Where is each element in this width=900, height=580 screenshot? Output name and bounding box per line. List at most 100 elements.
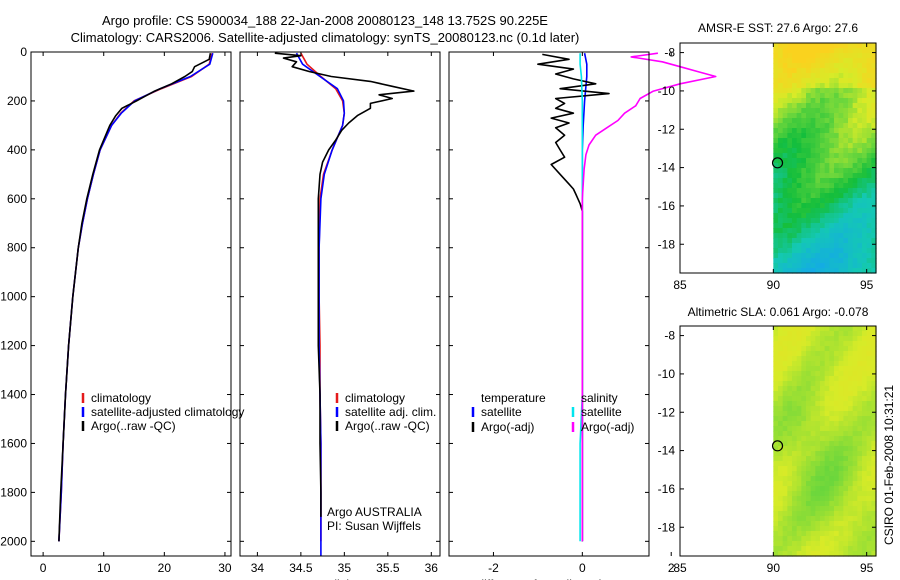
map-cell: [773, 326, 779, 332]
map-cell: [843, 416, 849, 422]
map-cell: [796, 253, 802, 259]
map-cell: [871, 63, 877, 69]
map-cell: [838, 516, 844, 522]
map-cell: [815, 371, 821, 377]
map-cell: [773, 103, 779, 109]
map-cell: [782, 551, 788, 557]
map-cell: [866, 531, 872, 537]
map-cell: [848, 88, 854, 94]
map-cell: [866, 331, 872, 337]
map-cell: [871, 506, 877, 512]
map-cell: [778, 188, 784, 194]
map-cell: [843, 73, 849, 79]
map-cell: [801, 551, 807, 557]
map-cell: [857, 491, 863, 497]
map-cell: [782, 336, 788, 342]
map-cell: [852, 426, 858, 432]
map-cell: [834, 466, 840, 472]
map-cell: [843, 426, 849, 432]
map-cell: [787, 526, 793, 532]
map-cell: [792, 381, 798, 387]
y-tick-label: 600: [7, 192, 27, 206]
map-cell: [778, 153, 784, 159]
map-cell: [787, 253, 793, 259]
map-cell: [782, 526, 788, 532]
map-cell: [792, 173, 798, 179]
map-cell: [820, 198, 826, 204]
map-cell: [843, 336, 849, 342]
map-cell: [848, 218, 854, 224]
map-cell: [862, 541, 868, 547]
map-cell: [848, 361, 854, 367]
map-cell: [866, 436, 872, 442]
map-cell: [834, 153, 840, 159]
map-cell: [848, 158, 854, 164]
map-cell: [810, 183, 816, 189]
map-cell: [838, 188, 844, 194]
map-cell: [824, 168, 830, 174]
map-cell: [824, 78, 830, 84]
map-cell: [820, 103, 826, 109]
map-cell: [824, 83, 830, 89]
map-cell: [820, 336, 826, 342]
map-cell: [773, 108, 779, 114]
map-cell: [834, 451, 840, 457]
map-cell: [852, 128, 858, 134]
map-cell: [862, 346, 868, 352]
map-cell: [815, 218, 821, 224]
map-cell: [862, 58, 868, 64]
map-cell: [782, 386, 788, 392]
map-cell: [866, 351, 872, 357]
map-cell: [857, 178, 863, 184]
map-cell: [824, 496, 830, 502]
map-cell: [838, 163, 844, 169]
map-cell: [773, 436, 779, 442]
map-cell: [810, 248, 816, 254]
map-cell: [848, 346, 854, 352]
map-cell: [801, 48, 807, 54]
map-cell: [852, 218, 858, 224]
map-cell: [773, 98, 779, 104]
map-cell: [806, 361, 812, 367]
map-cell: [773, 376, 779, 382]
map-cell: [824, 238, 830, 244]
map-cell: [848, 506, 854, 512]
map-cell: [866, 431, 872, 437]
map-cell: [852, 253, 858, 259]
map-cell: [810, 486, 816, 492]
map-cell: [834, 233, 840, 239]
map-cell: [871, 521, 877, 527]
map-cell: [820, 526, 826, 532]
map-cell: [871, 496, 877, 502]
map-cell: [782, 168, 788, 174]
y-tick-label: 2000: [0, 534, 27, 548]
map-cell: [848, 83, 854, 89]
map-cell: [796, 546, 802, 552]
map-cell: [866, 68, 872, 74]
map-cell: [792, 233, 798, 239]
map-cell: [773, 133, 779, 139]
map-cell: [778, 223, 784, 229]
map-cell: [792, 58, 798, 64]
map-cell: [792, 228, 798, 234]
map-cell: [782, 148, 788, 154]
map-cell: [801, 516, 807, 522]
map-cell: [824, 123, 830, 129]
map-cell: [815, 78, 821, 84]
map-cell: [843, 98, 849, 104]
map-cell: [796, 436, 802, 442]
map-cell: [782, 123, 788, 129]
map-cell: [862, 108, 868, 114]
map-cell: [857, 396, 863, 402]
map-cell: [871, 466, 877, 472]
map-cell: [838, 133, 844, 139]
map-cell: [782, 53, 788, 59]
map-cell: [787, 331, 793, 337]
map-cell: [806, 546, 812, 552]
map-cell: [857, 138, 863, 144]
map-cell: [792, 396, 798, 402]
map-cell: [829, 68, 835, 74]
map-cell: [782, 366, 788, 372]
map-cell: [862, 93, 868, 99]
map-cell: [852, 188, 858, 194]
